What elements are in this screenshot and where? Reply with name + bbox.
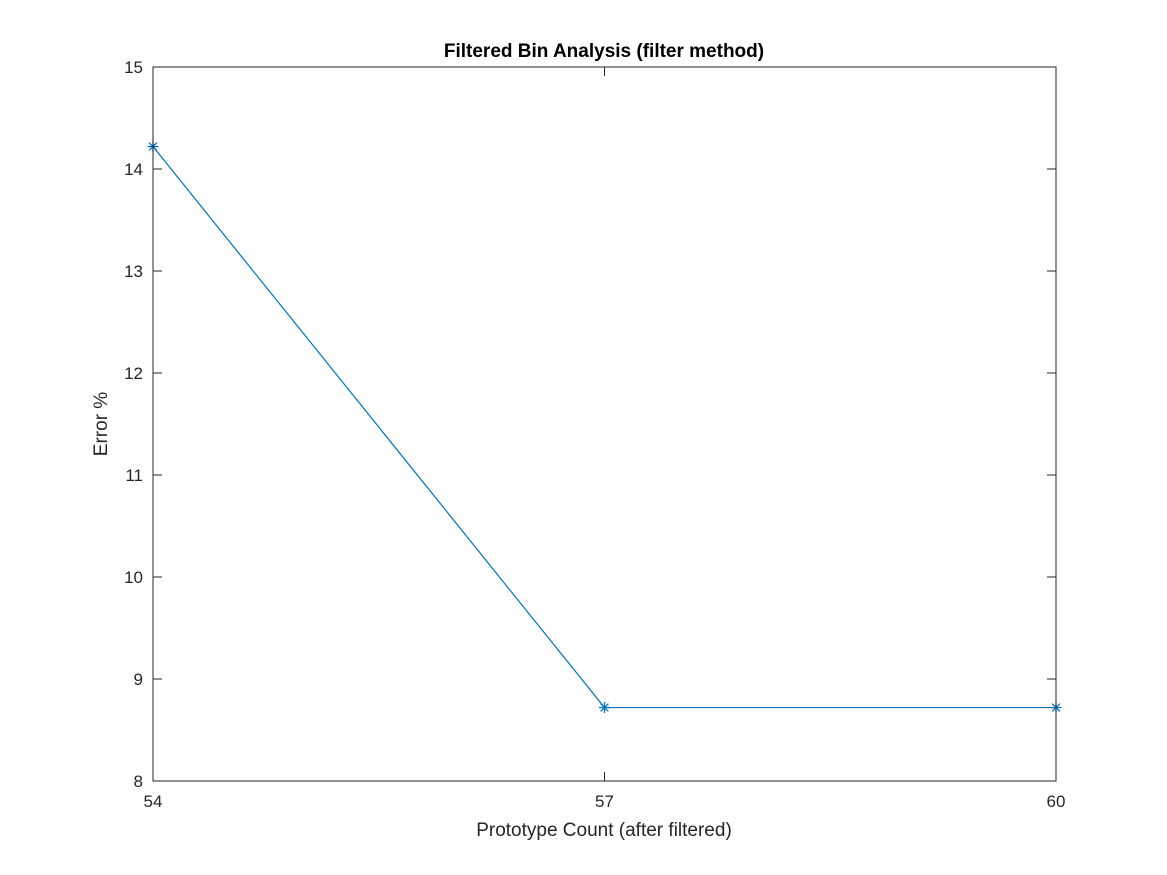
- x-axis-label: Prototype Count (after filtered): [476, 820, 732, 841]
- y-tick-label: 15: [124, 58, 143, 77]
- plot-area: [153, 67, 1056, 781]
- data-point-marker: [599, 702, 610, 714]
- y-tick-label: 10: [124, 568, 143, 587]
- y-tick-label: 12: [124, 364, 143, 383]
- chart-title: Filtered Bin Analysis (filter method): [444, 41, 764, 62]
- y-tick-label: 8: [134, 772, 143, 791]
- series-layer: [147, 141, 1062, 714]
- axes-box: [152, 66, 1057, 782]
- y-axis-label: Error %: [91, 392, 112, 457]
- y-tick-label: 13: [124, 262, 143, 281]
- axes-background: [153, 67, 1056, 781]
- y-tick-label: 9: [134, 670, 143, 689]
- x-tick-label: 60: [1047, 792, 1066, 811]
- x-tick-label: 54: [144, 792, 163, 811]
- x-tick-label: 57: [595, 792, 614, 811]
- y-tick-label: 14: [124, 160, 143, 179]
- ticks-layer: 54 57 60 8 9 10 11 12 13 14 15: [124, 58, 1065, 811]
- y-tick-label: 11: [125, 466, 143, 485]
